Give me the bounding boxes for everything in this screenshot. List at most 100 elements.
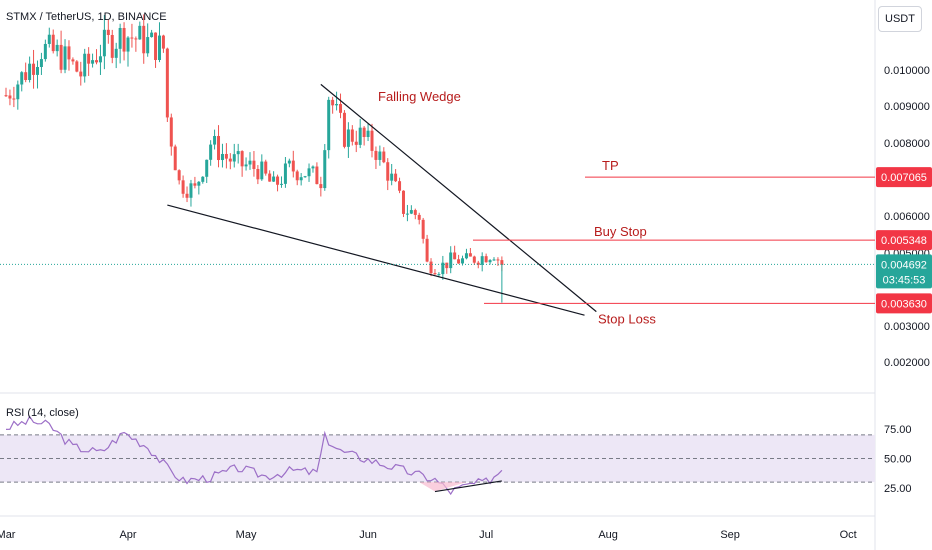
last-price-label: 0.004692	[881, 259, 927, 271]
candle-body	[405, 213, 409, 215]
candle-body	[374, 150, 378, 160]
candle-body	[323, 150, 327, 189]
candle-body	[4, 95, 8, 97]
candle-body	[236, 151, 240, 155]
candle-body	[217, 136, 221, 161]
candle-body	[279, 183, 283, 185]
candle-body	[248, 160, 252, 165]
candle-body	[299, 177, 303, 181]
candle-body	[425, 238, 429, 262]
candle-body	[366, 130, 370, 137]
candle-body	[24, 72, 28, 80]
candle-body	[476, 262, 480, 265]
candle-body	[335, 104, 339, 106]
candle-body	[228, 158, 232, 162]
annotation-label: Buy Stop	[594, 224, 647, 239]
level-badge	[876, 167, 932, 188]
candle-body	[157, 35, 161, 60]
candle-body	[213, 136, 217, 145]
candle-body	[496, 259, 500, 261]
level-badge-label: 0.003630	[881, 298, 927, 310]
candle-body	[165, 48, 169, 118]
rsi-line	[5, 415, 503, 496]
candle-body	[209, 144, 213, 160]
candle-body	[161, 35, 165, 49]
candle-body	[118, 27, 122, 49]
candle-body	[12, 98, 16, 100]
rsi-tick-label: 75.00	[884, 424, 912, 436]
candle-body	[398, 181, 402, 191]
candle-body	[43, 43, 47, 60]
candle-body	[130, 37, 134, 39]
candle-body	[464, 253, 468, 259]
candle-body	[189, 183, 193, 198]
candle-body	[59, 44, 63, 70]
candle-body	[488, 260, 492, 263]
candle-body	[401, 190, 405, 214]
candle-body	[177, 170, 181, 181]
candle-body	[362, 127, 366, 137]
rsi-tick-label: 25.00	[884, 483, 912, 495]
candle-body	[268, 173, 272, 182]
time-tick-label: Jul	[479, 529, 493, 541]
candle-body	[150, 32, 154, 38]
candle-body	[28, 63, 32, 80]
candle-body	[8, 95, 12, 99]
currency-button[interactable]: USDT	[878, 6, 922, 32]
candle-body	[87, 53, 91, 64]
candle-body	[307, 168, 311, 177]
candle-body	[55, 44, 59, 52]
candle-body	[181, 180, 185, 194]
candle-body	[417, 214, 421, 220]
annotation-label: Stop Loss	[598, 311, 656, 326]
candle-body	[484, 256, 488, 263]
time-tick-label: Apr	[119, 529, 136, 541]
wedge-upper-line	[320, 83, 597, 313]
candle-body	[287, 160, 291, 164]
candle-body	[16, 84, 20, 100]
price-tick-label: 0.009000	[884, 101, 930, 113]
annotation-label: Falling Wedge	[378, 89, 461, 104]
candle-body	[429, 261, 433, 274]
candle-body	[79, 71, 83, 77]
candle-body	[342, 112, 346, 147]
candle-body	[260, 161, 264, 180]
time-tick-label: Aug	[598, 529, 618, 541]
candle-body	[331, 99, 335, 106]
candle-body	[291, 160, 295, 172]
candle-body	[63, 46, 67, 70]
candle-body	[197, 181, 201, 186]
candle-body	[413, 210, 417, 215]
candle-body	[240, 151, 244, 167]
candle-body	[98, 56, 102, 63]
price-tick-label: 0.002000	[884, 357, 930, 369]
rsi-tick-label: 50.00	[884, 454, 912, 466]
candle-body	[20, 72, 24, 85]
candle-body	[35, 66, 39, 75]
countdown-label: 03:45:53	[883, 274, 926, 286]
candle-body	[303, 176, 307, 178]
candle-body	[244, 164, 248, 167]
candle-body	[185, 193, 189, 198]
candle-body	[75, 61, 79, 72]
candle-body	[110, 34, 114, 58]
candle-body	[327, 99, 331, 151]
candle-body	[492, 259, 496, 261]
candle-body	[295, 171, 299, 181]
candle-body	[272, 176, 276, 182]
candle-body	[394, 173, 398, 182]
candle-body	[146, 37, 150, 54]
candle-body	[441, 262, 445, 275]
candle-body	[433, 273, 437, 275]
level-badge-label: 0.005348	[881, 235, 927, 247]
candle-body	[169, 117, 173, 147]
candle-body	[311, 166, 315, 169]
candle-body	[461, 258, 465, 264]
candle-body	[421, 219, 425, 239]
candle-body	[276, 176, 280, 185]
candle-body	[95, 60, 99, 63]
wedge-lower-line	[167, 204, 585, 316]
candle-body	[449, 252, 453, 269]
candle-body	[264, 161, 268, 174]
